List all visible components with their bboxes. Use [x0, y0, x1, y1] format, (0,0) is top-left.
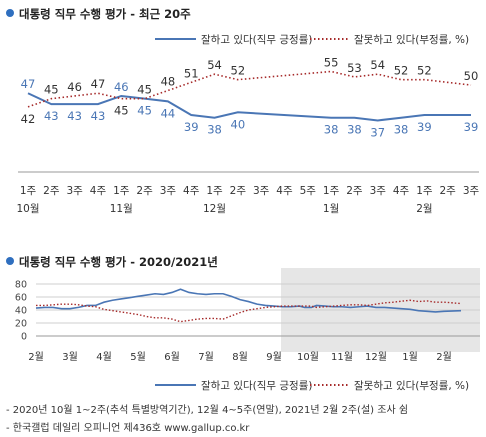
x-tick-week: 4주 [276, 185, 293, 197]
approve-data-label: 40 [231, 117, 246, 131]
y-tick-label: 0 [21, 332, 27, 343]
disapprove-data-label: 45 [137, 83, 152, 97]
disapprove-data-label: 52 [394, 64, 409, 78]
x-tick-week: 5주 [300, 185, 317, 197]
disapprove-data-label: 54 [207, 58, 222, 72]
x-tick-week: 3주 [160, 185, 177, 197]
approve-data-label: 38 [394, 123, 409, 137]
x-tick-label: 1월 [402, 351, 418, 363]
x-tick-week: 3주 [370, 185, 387, 197]
chart1-title-text: 대통령 직무 수행 평가 - 최근 20주 [19, 7, 191, 21]
disapprove-data-label: 46 [67, 80, 82, 94]
disapprove-data-label: 45 [44, 83, 59, 97]
approve-data-label: 39 [417, 120, 432, 134]
approve-data-label: 47 [21, 77, 36, 91]
disapprove-series-line [27, 70, 472, 108]
disapprove-data-label: 45 [114, 104, 129, 118]
title-bullet-icon [6, 9, 14, 17]
disapprove-data-label: 55 [324, 55, 339, 69]
x-tick-week: 3주 [463, 185, 480, 197]
x-tick-week: 2주 [43, 185, 60, 197]
title-bullet-icon [6, 257, 14, 265]
x-tick-week: 3주 [253, 185, 270, 197]
disapprove-series-line [36, 299, 462, 323]
legend-disapprove-label: 잘못하고 있다(부정률, %) [354, 379, 469, 392]
x-tick-month: 2월 [416, 203, 432, 215]
x-tick-week: 1주 [416, 185, 433, 197]
x-tick-label: 9월 [266, 351, 282, 363]
x-tick-week: 2주 [136, 185, 153, 197]
approve-data-label: 39 [464, 120, 479, 134]
approve-data-label: 38 [207, 123, 222, 137]
legend-disapprove-label: 잘못하고 있다(부정률, %) [354, 33, 469, 46]
x-tick-week: 1주 [323, 185, 340, 197]
x-tick-label: 2월 [28, 351, 44, 363]
x-tick-month: 11월 [110, 203, 133, 215]
footnote-source: - 한국갤럽 데일리 오피니언 제436호 www.gallup.co.kr [6, 423, 250, 434]
x-tick-label: 7월 [198, 351, 214, 363]
approve-data-label: 44 [161, 106, 176, 120]
approve-data-label: 45 [137, 104, 152, 118]
chart2-2020-2021: 0 20 40 60 80 2월 3월 4월 5월 6월 7월 8월 9월 10월 11월 12월 1월 2월잘하… [15, 268, 480, 392]
legend-approve-label: 잘하고 있다(직무 긍정률) [201, 33, 312, 46]
approve-series-line [35, 288, 462, 313]
chart2-title: 대통령 직무 수행 평가 - 2020/2021년 [6, 254, 218, 270]
y-tick-label: 40 [15, 306, 27, 317]
disapprove-data-label: 47 [91, 77, 106, 91]
x-tick-label: 8월 [232, 351, 248, 363]
footnote-survey-breaks: - 2020년 10월 1~2주(추석 특별방역기간), 12월 4~5주(연말… [6, 405, 409, 416]
x-tick-week: 1주 [206, 185, 223, 197]
x-tick-week: 4주 [183, 185, 200, 197]
approve-data-label: 37 [370, 125, 385, 139]
x-tick-week: 4주 [90, 185, 107, 197]
disapprove-data-label: 51 [184, 66, 199, 80]
chart1-title: 대통령 직무 수행 평가 - 최근 20주 [6, 6, 191, 22]
x-tick-label: 3월 [62, 351, 78, 363]
approve-data-label: 38 [324, 123, 339, 137]
x-tick-week: 2주 [440, 185, 457, 197]
chart2-title-text: 대통령 직무 수행 평가 - 2020/2021년 [19, 255, 218, 269]
x-tick-month: 12월 [203, 203, 226, 215]
x-tick-label: 12월 [365, 351, 387, 363]
disapprove-data-label: 42 [21, 112, 36, 126]
approve-data-label: 38 [347, 123, 362, 137]
x-tick-week: 1주 [20, 185, 37, 197]
disapprove-data-label: 53 [347, 61, 362, 75]
approve-data-label: 39 [184, 120, 199, 134]
disapprove-data-label: 52 [231, 64, 246, 78]
x-tick-week: 3주 [66, 185, 83, 197]
x-tick-label: 11월 [331, 351, 353, 363]
x-tick-label: 5월 [130, 351, 146, 363]
disapprove-data-label: 50 [464, 69, 479, 83]
disapprove-data-label: 48 [161, 75, 176, 89]
x-tick-week: 2주 [346, 185, 363, 197]
approve-data-label: 46 [114, 80, 129, 94]
x-tick-label: 10월 [297, 351, 319, 363]
x-tick-week: 4주 [393, 185, 410, 197]
legend-approve-label: 잘하고 있다(직무 긍정률) [201, 379, 312, 392]
y-tick-label: 20 [15, 319, 27, 330]
chart1-recent-20-weeks: 잘하고 있다(직무 긍정률) 잘못하고 있다(부정률, %) 47 43 43 43 46 4… [16, 33, 480, 215]
disapprove-data-label: 54 [370, 58, 385, 72]
x-tick-label: 4월 [96, 351, 112, 363]
x-tick-month: 1월 [323, 203, 339, 215]
disapprove-data-label: 52 [417, 64, 432, 78]
y-tick-label: 80 [15, 280, 27, 291]
x-tick-month: 10월 [16, 203, 39, 215]
approve-data-label: 43 [44, 109, 59, 123]
y-tick-label: 60 [15, 293, 27, 304]
x-tick-label: 6월 [164, 351, 180, 363]
approve-data-label: 43 [91, 109, 106, 123]
x-tick-week: 1주 [113, 185, 130, 197]
approve-data-label: 43 [67, 109, 82, 123]
approve-series-line [27, 92, 471, 122]
x-tick-week: 2주 [230, 185, 247, 197]
x-tick-label: 2월 [436, 351, 452, 363]
